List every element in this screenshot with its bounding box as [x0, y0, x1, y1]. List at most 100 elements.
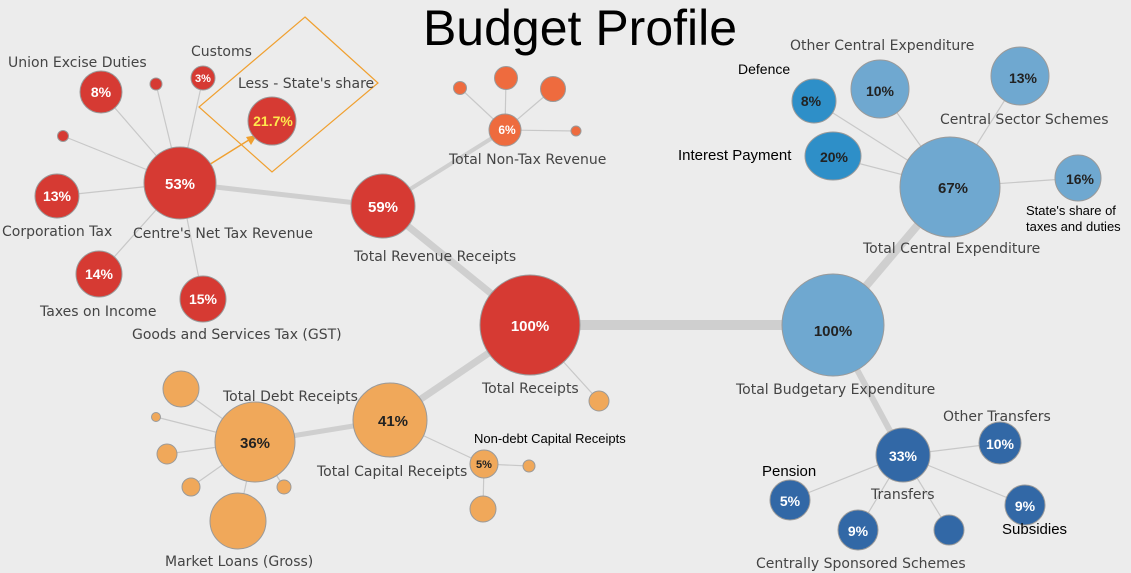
label-other-transfers: Other Transfers: [943, 409, 1051, 425]
bubble-corporation-tax: [34, 173, 80, 219]
bubble-debt-small-4: [181, 477, 201, 497]
label-centrally-sponsored-schemes: Centrally Sponsored Schemes: [756, 556, 966, 572]
label-non-debt-capital-receipts: Non-debt Capital Receipts: [474, 431, 626, 446]
value-subsidies: 9%: [1015, 498, 1036, 514]
bubble-nontax-small-3: [540, 76, 566, 102]
bubble-transfers: [875, 427, 931, 483]
value-total-capital-receipts: 41%: [378, 413, 408, 430]
node-labels: Union Excise Duties Customs Less - State…: [2, 38, 1109, 572]
bubble-central-sector-schemes: [990, 46, 1050, 106]
label-gst: Goods and Services Tax (GST): [132, 327, 342, 343]
bubble-tax-small-1: [149, 77, 163, 91]
bubble-debt-small-1: [162, 370, 200, 408]
value-pension: 5%: [780, 493, 801, 509]
label-customs: Customs: [191, 44, 252, 60]
bubble-pension: [769, 479, 811, 521]
label-interest-payment: Interest Payment: [678, 147, 792, 164]
label-states-share-line2: taxes and duties: [1026, 219, 1121, 234]
value-total-receipts: 100%: [511, 318, 549, 335]
bubble-centres-net-tax-revenue: [143, 146, 217, 220]
label-subsidies: Subsidies: [1002, 521, 1067, 538]
bubble-nontax-small-1: [453, 81, 467, 95]
bubble-states-share-taxes: [1054, 154, 1102, 202]
bubble-total-debt-receipts: [214, 401, 296, 483]
bubble-total-revenue-receipts: [350, 173, 416, 239]
label-transfers: Transfers: [870, 487, 935, 503]
bubble-total-budgetary-expenditure: [781, 273, 885, 377]
bubble-nontax-small-4: [570, 125, 582, 137]
label-defence: Defence: [738, 61, 790, 77]
bubble-tax-small-2: [57, 130, 69, 142]
label-centres-net-tax-revenue: Centre's Net Tax Revenue: [133, 226, 313, 242]
label-total-non-tax-revenue: Total Non-Tax Revenue: [448, 152, 606, 168]
label-less-states-share: Less - State's share: [238, 76, 374, 92]
value-total-budgetary-expenditure: 100%: [814, 323, 852, 340]
value-total-central-expenditure: 67%: [938, 180, 968, 197]
node-labels-dark: Non-debt Capital Receipts Defence Intere…: [474, 61, 1121, 538]
value-less-states-share: 21.7%: [253, 113, 293, 129]
bubble-nontax-small-2: [494, 66, 518, 90]
label-corporation-tax: Corporation Tax: [2, 224, 112, 240]
bubble-interest-payment: [804, 131, 862, 181]
bubble-values: 100% 59% 53% 8% 3% 13% 14% 15% 21.7% 6% …: [43, 70, 1095, 539]
value-other-central-expenditure: 10%: [866, 83, 895, 99]
label-other-central-expenditure: Other Central Expenditure: [790, 38, 974, 54]
label-total-receipts: Total Receipts: [481, 381, 579, 397]
bubble-transfers-small: [933, 514, 965, 546]
bubble-receipts-small: [588, 390, 610, 412]
page-title: Budget Profile: [422, 0, 738, 56]
bubble-debt-small-5: [276, 479, 292, 495]
bubble-total-central-expenditure: [899, 136, 1001, 238]
value-total-non-tax-revenue: 6%: [498, 123, 516, 137]
bubble-nondebt-small-2: [469, 495, 497, 523]
bubble-non-debt-capital-receipts: [469, 449, 499, 479]
value-other-transfers: 10%: [986, 436, 1015, 452]
label-total-budgetary-expenditure: Total Budgetary Expenditure: [735, 382, 935, 398]
value-taxes-on-income: 14%: [85, 266, 114, 282]
bubble-subsidies: [1004, 484, 1046, 526]
bubble-taxes-on-income: [75, 250, 123, 298]
label-market-loans: Market Loans (Gross): [165, 554, 313, 570]
bubble-other-transfers: [978, 421, 1022, 465]
value-total-revenue-receipts: 59%: [368, 199, 398, 216]
value-corporation-tax: 13%: [43, 188, 72, 204]
bubble-total-non-tax-revenue: [488, 113, 522, 147]
value-total-debt-receipts: 36%: [240, 435, 270, 452]
value-central-sector-schemes: 13%: [1009, 70, 1038, 86]
bubbles: [34, 46, 1102, 551]
value-union-excise: 8%: [91, 84, 112, 100]
label-pension: Pension: [762, 463, 816, 480]
label-states-share-line1: State's share of: [1026, 203, 1116, 218]
value-non-debt-capital-receipts: 5%: [476, 459, 492, 471]
bubble-debt-small-2: [151, 412, 161, 422]
label-total-revenue-receipts: Total Revenue Receipts: [353, 249, 516, 265]
bubble-gst: [179, 275, 227, 323]
label-taxes-on-income: Taxes on Income: [39, 304, 156, 320]
bubble-debt-small-3: [156, 443, 178, 465]
callout-box: [198, 16, 379, 173]
bubble-customs: [190, 65, 216, 91]
bubble-centrally-sponsored-schemes: [837, 509, 879, 551]
bubble-nondebt-small-1: [522, 459, 536, 473]
bubble-other-central-expenditure: [850, 59, 910, 119]
bubble-market-loans: [209, 492, 267, 550]
value-transfers: 33%: [889, 448, 918, 464]
value-customs: 3%: [195, 73, 211, 85]
value-gst: 15%: [189, 291, 218, 307]
value-centrally-sponsored-schemes: 9%: [848, 523, 869, 539]
bubble-less-states-share: [247, 96, 297, 146]
label-central-sector-schemes: Central Sector Schemes: [940, 112, 1109, 128]
value-centres-net-tax-revenue: 53%: [165, 176, 195, 193]
label-total-central-expenditure: Total Central Expenditure: [862, 241, 1040, 257]
label-total-capital-receipts: Total Capital Receipts: [316, 464, 467, 480]
bubble-total-capital-receipts: [352, 382, 428, 458]
bubble-defence: [791, 78, 837, 124]
value-interest-payment: 20%: [820, 149, 849, 165]
value-states-share-taxes: 16%: [1066, 171, 1095, 187]
bubble-union-excise: [79, 70, 123, 114]
value-defence: 8%: [801, 93, 822, 109]
label-union-excise: Union Excise Duties: [8, 55, 147, 71]
bubble-total-receipts: [479, 274, 581, 376]
